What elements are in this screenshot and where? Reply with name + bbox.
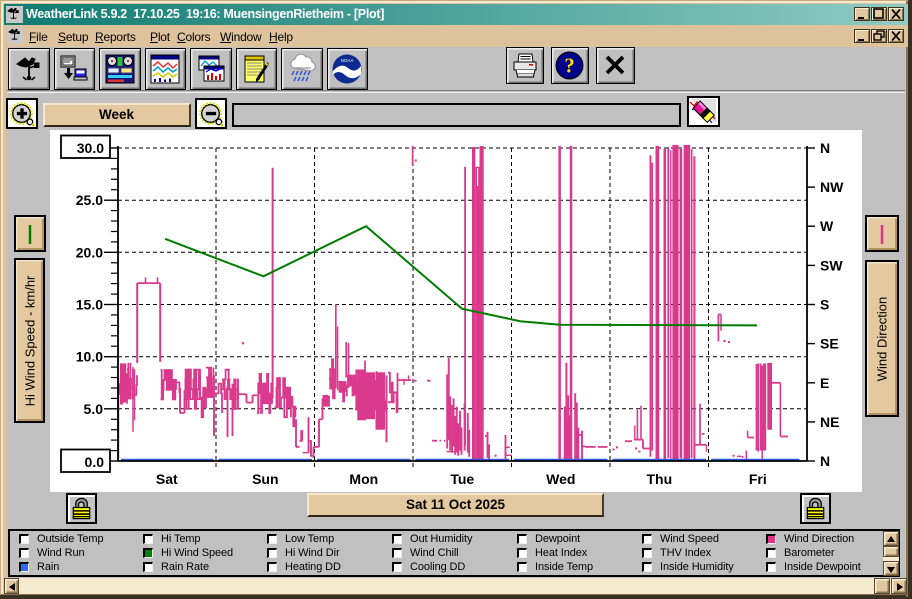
svg-text:E: E [820,375,829,391]
svg-text:30.0: 30.0 [77,140,104,156]
svg-text:N: N [820,140,830,156]
svg-text:0.0: 0.0 [85,454,105,470]
svg-text:Tue: Tue [450,471,474,487]
svg-text:S: S [820,297,829,313]
svg-text:Thu: Thu [646,471,672,487]
svg-text:Fri: Fri [749,471,767,487]
svg-text:Wed: Wed [546,471,575,487]
svg-text:10.0: 10.0 [76,349,103,365]
svg-text:20.0: 20.0 [76,244,103,260]
svg-text:5.0: 5.0 [84,401,104,417]
svg-text:SE: SE [820,336,839,352]
svg-text:SW: SW [820,257,843,273]
svg-text:NW: NW [820,179,844,195]
svg-text:W: W [820,218,834,234]
svg-text:Mon: Mon [349,471,378,487]
svg-text:Sun: Sun [252,471,278,487]
svg-text:N: N [820,453,830,469]
svg-text:Sat: Sat [156,471,178,487]
svg-text:NOAA: NOAA [341,58,354,63]
svg-text:15.0: 15.0 [76,297,103,313]
svg-text:?: ? [565,55,575,77]
svg-text:NE: NE [820,414,839,430]
svg-text:25.0: 25.0 [76,192,103,208]
